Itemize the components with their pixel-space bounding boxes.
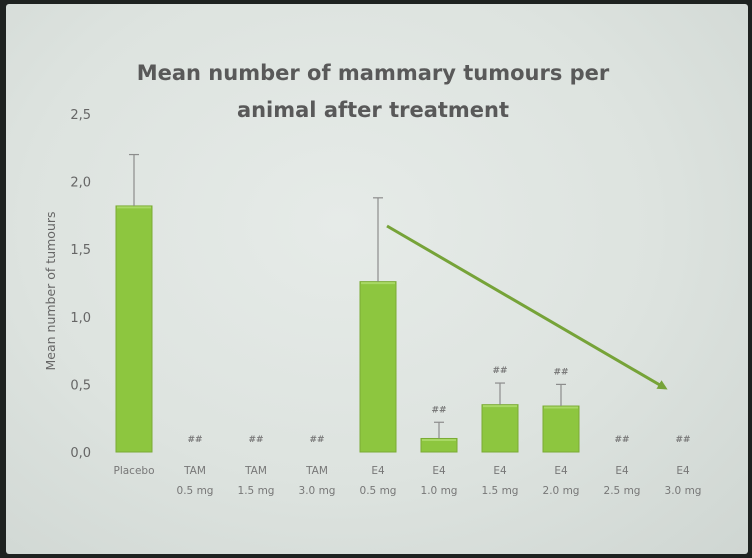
y-tick-label: 2,5 — [70, 108, 91, 123]
x-tick-label: 2.0 mg — [543, 485, 580, 497]
trend-arrow — [386, 224, 668, 390]
y-tick-label: 1,5 — [70, 243, 91, 258]
x-tick-label: E4 — [676, 465, 690, 477]
x-tick-label: Placebo — [113, 465, 154, 477]
x-tick-label: E4 — [371, 465, 385, 477]
x-tick-label: E4 — [493, 465, 507, 477]
significance-marker: ## — [431, 405, 446, 415]
chart-title-line-1: Mean number of mammary tumours per — [137, 61, 610, 85]
x-tick-label: 1.0 mg — [421, 485, 458, 497]
x-tick-label: 2.5 mg — [604, 485, 641, 497]
x-tick-label: TAM — [183, 465, 206, 477]
y-tick-label: 2,0 — [70, 176, 91, 191]
significance-marker: ## — [492, 366, 507, 376]
significance-marker: ## — [309, 435, 324, 445]
significance-marker: ## — [248, 435, 263, 445]
chart-title-line-2: animal after treatment — [237, 98, 509, 122]
x-tick-label: 3.0 mg — [299, 485, 336, 497]
y-axis-label: Mean number of tumours — [43, 211, 58, 370]
y-tick-label: 1,0 — [70, 311, 91, 326]
x-tick-label: 0.5 mg — [360, 485, 397, 497]
significance-marker: ## — [187, 435, 202, 445]
bar-chart: Mean number of mammary tumours per anima… — [43, 61, 701, 497]
bar — [359, 281, 397, 453]
x-tick-label: E4 — [554, 465, 568, 477]
significance-marker: ## — [553, 367, 568, 377]
x-tick-label: TAM — [244, 465, 267, 477]
x-tick-label: E4 — [432, 465, 446, 477]
x-axis-categories: Placebo TAM 0.5 mg TAM 1.5 mg TAM 3.0 mg E4 0.5 … — [113, 465, 701, 497]
significance-marker: ## — [614, 435, 629, 445]
y-tick-label: 0,5 — [70, 378, 91, 393]
x-tick-label: TAM — [305, 465, 328, 477]
significance-markers: ## ## ## ## ## ## ## ## — [187, 366, 690, 445]
slide: Mean number of mammary tumours per anima… — [6, 4, 748, 554]
bar — [481, 404, 519, 453]
x-tick-label: 1.5 mg — [238, 485, 275, 497]
x-tick-label: 1.5 mg — [482, 485, 519, 497]
significance-marker: ## — [675, 435, 690, 445]
bar — [115, 205, 153, 453]
y-axis-ticks: 0,0 0,5 1,0 1,5 2,0 2,5 — [70, 108, 91, 461]
error-bars — [129, 153, 566, 439]
bars — [115, 205, 580, 453]
x-tick-label: 0.5 mg — [177, 485, 214, 497]
x-tick-label: E4 — [615, 465, 629, 477]
x-tick-label: 3.0 mg — [665, 485, 702, 497]
bar — [542, 405, 580, 453]
y-tick-label: 0,0 — [70, 446, 91, 461]
